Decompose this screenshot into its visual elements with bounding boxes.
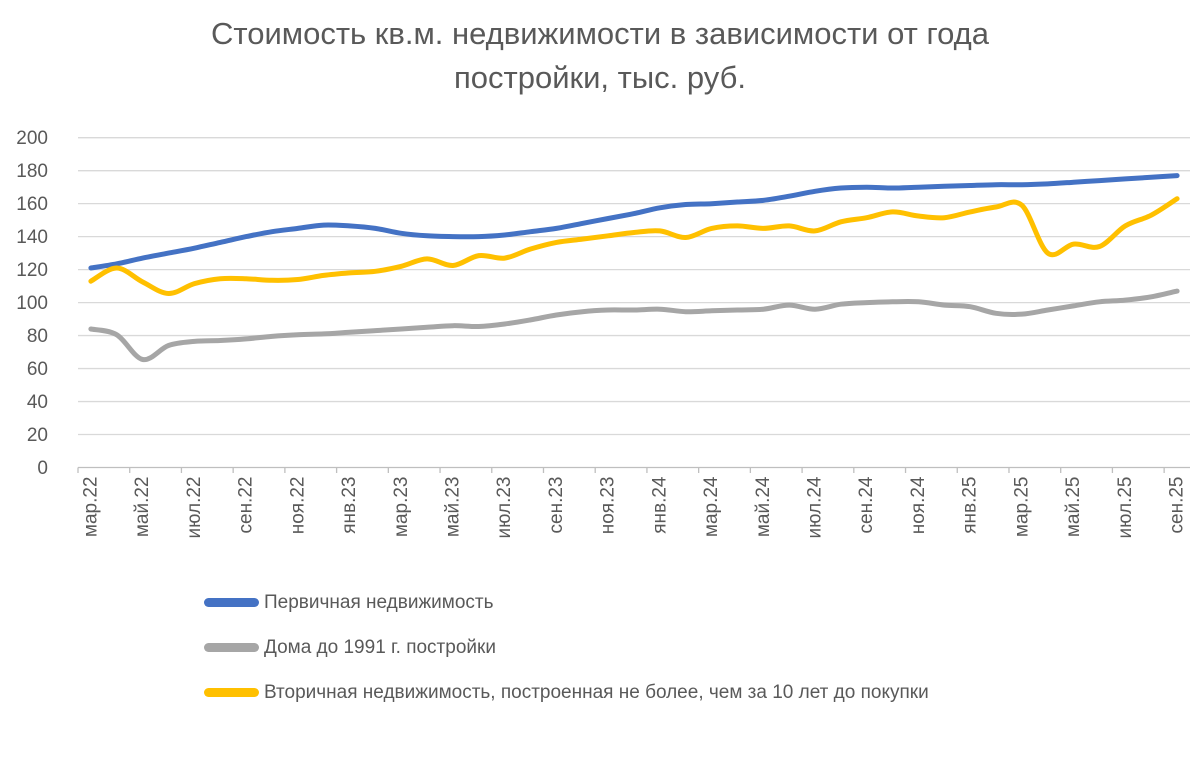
y-axis-tick-label-40: 40 xyxy=(27,392,48,413)
x-axis-tick-label-июл.25: июл.25 xyxy=(1115,477,1136,539)
x-axis-tick-label-июл.24: июл.24 xyxy=(805,476,826,538)
x-axis-tick-label-мар.24: мар.24 xyxy=(701,476,722,537)
x-axis-tick-label-янв.23: янв.23 xyxy=(339,477,360,534)
chart-title-line-1: Стоимость кв.м. недвижимости в зависимос… xyxy=(211,16,989,51)
y-axis-tick-label-80: 80 xyxy=(27,326,48,347)
chart-title: Стоимость кв.м. недвижимости в зависимос… xyxy=(0,12,1200,100)
chart-legend: Первичная недвижимость Дома до 1991 г. по… xyxy=(204,580,929,715)
y-axis-tick-label-180: 180 xyxy=(16,161,48,182)
x-axis-tick-label-сен.23: сен.23 xyxy=(546,477,567,534)
y-axis-tick-label-120: 120 xyxy=(16,260,48,281)
legend-label-primary: Первичная недвижимость xyxy=(264,591,494,613)
x-axis-tick-label-май.23: май.23 xyxy=(442,477,463,538)
y-axis-tick-label-60: 60 xyxy=(27,359,48,380)
x-axis-tick-label-сен.25: сен.25 xyxy=(1167,477,1188,534)
series-line-pre-1991 xyxy=(88,288,1180,363)
x-axis-tick-label-июл.23: июл.23 xyxy=(494,476,515,538)
legend-swatch-secondary-under-10-years xyxy=(204,688,259,697)
y-axis-tick-label-20: 20 xyxy=(27,425,48,446)
legend-swatch-pre-1991 xyxy=(204,643,259,652)
y-axis-tick-label-100: 100 xyxy=(16,293,48,314)
legend-item-secondary-under-10-years: Вторичная недвижимость, построенная не б… xyxy=(204,670,929,715)
y-axis-tick-label-200: 200 xyxy=(16,128,48,149)
chart-plot-area: 0 20 40 60 80 100 120 140 160 180 200 мар.22 май.22 и… xyxy=(16,128,1190,539)
x-axis-tick-label-сен.22: сен.22 xyxy=(236,477,257,534)
y-axis-tick-label-140: 140 xyxy=(16,227,48,248)
x-axis-tick-label-май.22: май.22 xyxy=(132,477,153,538)
x-axis-tick-label-янв.24: янв.24 xyxy=(649,476,670,534)
legend-label-pre-1991: Дома до 1991 г. постройки xyxy=(264,636,496,658)
legend-item-pre-1991: Дома до 1991 г. постройки xyxy=(204,625,929,670)
x-axis-tick-label-ноя.22: ноя.22 xyxy=(287,477,308,535)
legend-swatch-primary xyxy=(204,598,259,607)
x-axis-tick-label-мар.23: мар.23 xyxy=(391,477,412,538)
x-axis-tick-label-янв.25: янв.25 xyxy=(960,477,981,534)
x-axis-tick-label-май.25: май.25 xyxy=(1063,477,1084,538)
legend-item-primary: Первичная недвижимость xyxy=(204,580,929,625)
x-axis-tick-label-ноя.24: ноя.24 xyxy=(908,476,929,534)
x-axis-tick-label-май.24: май.24 xyxy=(753,476,774,537)
y-axis-tick-label-0: 0 xyxy=(37,458,48,479)
series-line-secondary-under-10-years xyxy=(88,196,1180,296)
legend-label-secondary-under-10-years: Вторичная недвижимость, построенная не б… xyxy=(264,681,929,703)
series-line-primary xyxy=(88,173,1180,271)
x-axis-tick-label-мар.22: мар.22 xyxy=(80,477,101,538)
chart-title-line-2: постройки, тыс. руб. xyxy=(454,60,746,95)
x-axis-tick-label-мар.25: мар.25 xyxy=(1011,477,1032,538)
x-axis-tick-label-ноя.23: ноя.23 xyxy=(598,477,619,535)
x-axis-tick-label-сен.24: сен.24 xyxy=(856,476,877,533)
x-axis-tick-label-июл.22: июл.22 xyxy=(184,477,205,539)
y-axis-tick-label-160: 160 xyxy=(16,194,48,215)
